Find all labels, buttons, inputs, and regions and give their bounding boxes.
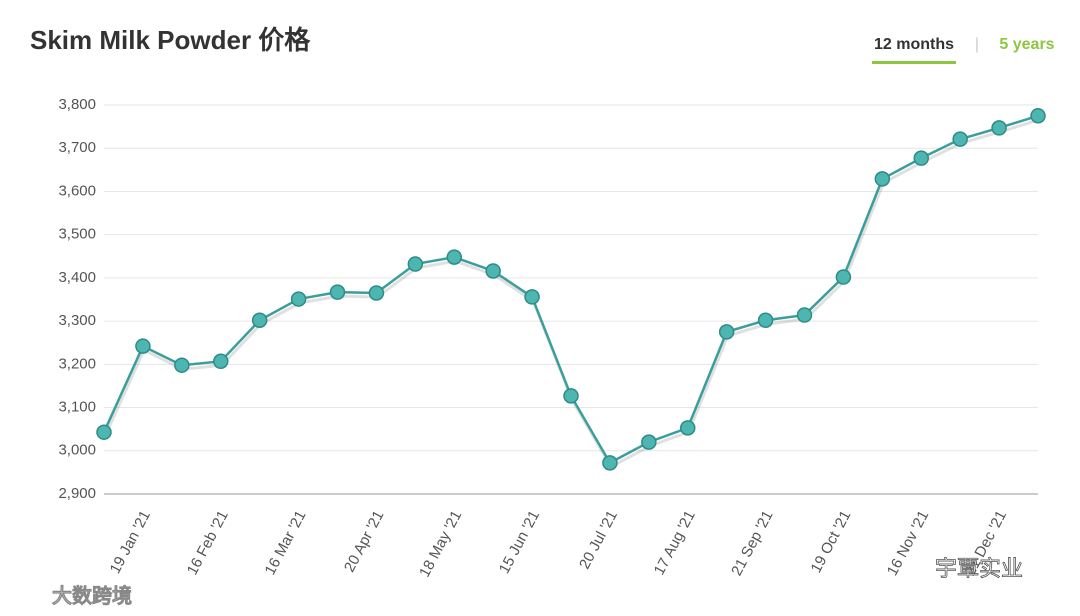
line-shadow <box>103 118 1040 469</box>
data-point <box>1030 108 1046 124</box>
tab[interactable]: 5 years <box>999 36 1054 53</box>
data-point <box>329 284 346 300</box>
x-tick-label: 15 Jun '21 <box>496 508 543 577</box>
x-tick-label: 20 Jul '21 <box>576 508 621 572</box>
data-point <box>135 338 151 354</box>
x-tick-label: 20 Apr '21 <box>341 508 388 575</box>
data-point <box>174 357 190 373</box>
x-tick-label: 21 Sep '21 <box>728 508 776 579</box>
data-point <box>485 263 501 279</box>
tab-underline <box>872 61 956 64</box>
x-tick-label: 16 Feb '21 <box>184 508 232 578</box>
data-point <box>524 289 540 305</box>
y-tick-label: 3,800 <box>58 96 96 113</box>
y-tick-label: 3,500 <box>58 226 96 243</box>
y-tick-label: 3,200 <box>58 355 96 372</box>
data-point <box>368 285 385 301</box>
y-tick-label: 3,600 <box>58 182 96 199</box>
x-tick-label: 16 Nov '21 <box>884 508 932 579</box>
y-tick-label: 3,300 <box>58 312 96 329</box>
chart-title: Skim Milk Powder 价格 <box>30 25 311 55</box>
data-point <box>835 269 852 285</box>
data-point <box>96 424 112 440</box>
data-point <box>718 324 735 340</box>
y-tick-label: 3,400 <box>58 269 96 286</box>
watermark: 宇覃实业 <box>935 556 1023 581</box>
y-tick-label: 3,100 <box>58 399 96 416</box>
tab-separator: | <box>975 36 979 53</box>
data-point <box>680 420 696 436</box>
data-point <box>251 312 268 328</box>
data-point <box>952 131 968 147</box>
data-point <box>290 291 307 307</box>
data-point <box>913 150 929 166</box>
watermark: 大数跨境 <box>52 583 132 607</box>
plot-area: 2,900 3,000 3,100 3,200 3,300 3,400 3,500 3,600… <box>58 96 1046 580</box>
data-point <box>407 256 424 272</box>
tab[interactable]: 12 months <box>874 36 954 53</box>
data-point <box>563 388 579 404</box>
x-tick-label: 19 Jan '21 <box>107 508 154 577</box>
data-point <box>446 249 462 265</box>
data-point <box>602 455 618 471</box>
series-line <box>102 114 1039 465</box>
x-tick-label: 17 Aug '21 <box>651 508 699 578</box>
data-point <box>757 312 774 328</box>
data-point <box>213 353 229 370</box>
data-point <box>991 120 1007 136</box>
y-tick-label: 3,700 <box>58 139 96 156</box>
x-tick-label: 19 Oct '21 <box>808 508 855 576</box>
x-tick-label: 16 Mar '21 <box>262 508 310 578</box>
y-tick-label: 3,000 <box>58 442 96 459</box>
y-tick-label: 2,900 <box>58 485 96 502</box>
data-point <box>874 171 891 187</box>
data-point <box>641 434 657 450</box>
x-tick-label: 18 May '21 <box>416 508 465 580</box>
data-point <box>796 307 813 323</box>
